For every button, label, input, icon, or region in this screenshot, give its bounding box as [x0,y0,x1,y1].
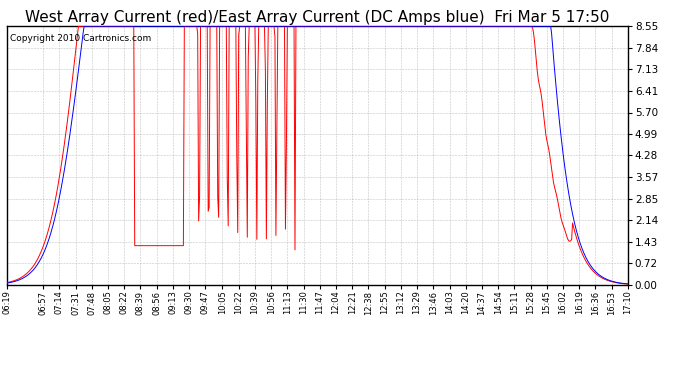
Text: Copyright 2010 Cartronics.com: Copyright 2010 Cartronics.com [10,34,151,43]
Title: West Array Current (red)/East Array Current (DC Amps blue)  Fri Mar 5 17:50: West Array Current (red)/East Array Curr… [26,10,609,25]
